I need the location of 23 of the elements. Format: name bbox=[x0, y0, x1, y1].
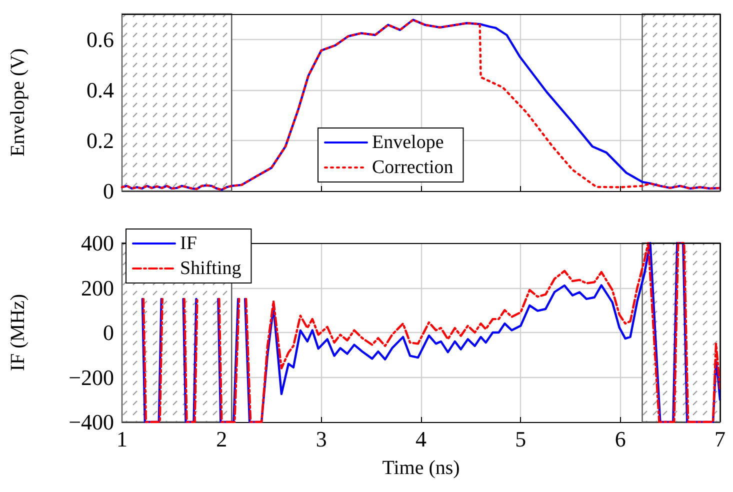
x-tick-label: 3 bbox=[316, 426, 327, 452]
x-tick-label: 6 bbox=[614, 426, 626, 452]
x-tick-label: 5 bbox=[515, 426, 526, 452]
legend-label: IF bbox=[180, 233, 197, 254]
y-tick-label: 0 bbox=[103, 320, 114, 345]
y-tick-label: 0.4 bbox=[86, 77, 114, 102]
x-tick-label: 1 bbox=[116, 426, 128, 452]
y-tick-label: 400 bbox=[81, 230, 114, 256]
x-tick-label: 4 bbox=[416, 426, 426, 452]
y-axis-title: IF (MHz) bbox=[7, 294, 29, 372]
x-tick-label: 7 bbox=[714, 426, 726, 452]
y-tick-label: 0.6 bbox=[86, 26, 114, 52]
y-tick-label: −400 bbox=[68, 410, 114, 434]
y-axis-title: Envelope (V) bbox=[7, 48, 29, 157]
legend-label: Shifting bbox=[180, 258, 242, 279]
y-tick-label: 0 bbox=[103, 178, 114, 204]
y-tick-label: 200 bbox=[81, 275, 114, 300]
y-tick-label: 0.2 bbox=[86, 128, 114, 153]
x-tick-label: 2 bbox=[216, 426, 228, 452]
legend-label: Envelope bbox=[372, 132, 444, 153]
legend-label: Correction bbox=[372, 157, 454, 178]
x-axis-title: Time (ns) bbox=[382, 457, 460, 479]
y-tick-label: −200 bbox=[68, 364, 114, 390]
